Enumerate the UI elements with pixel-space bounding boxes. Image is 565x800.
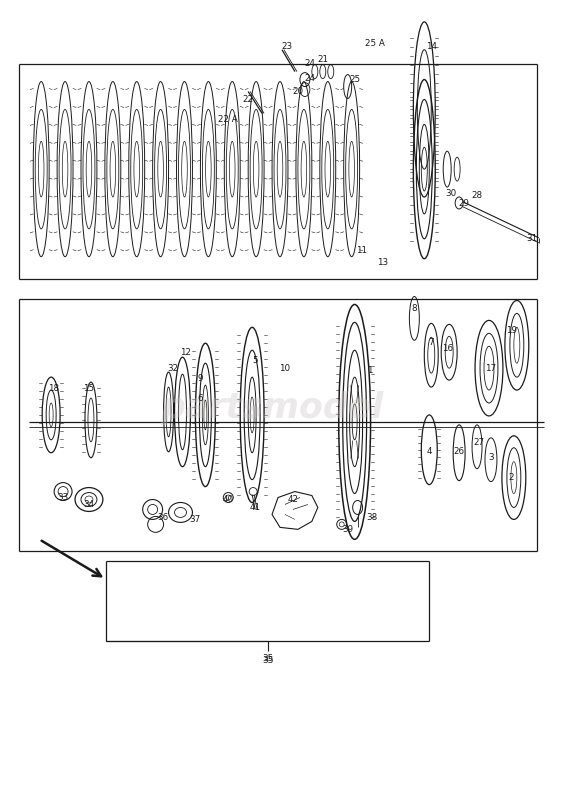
Text: 12: 12 [180, 348, 191, 357]
Text: 23: 23 [281, 42, 293, 51]
Text: 19: 19 [506, 326, 518, 335]
Text: partsmodel: partsmodel [160, 391, 384, 425]
Text: 24: 24 [305, 74, 315, 83]
Text: 13: 13 [377, 258, 388, 267]
Text: 11: 11 [356, 246, 367, 255]
Text: 34: 34 [84, 500, 94, 509]
Text: 22: 22 [243, 95, 254, 104]
Text: 17: 17 [485, 364, 497, 373]
Text: 14: 14 [426, 42, 437, 51]
Text: 31: 31 [526, 234, 537, 243]
Text: 39: 39 [342, 525, 353, 534]
Text: 24: 24 [305, 59, 315, 68]
Text: 29: 29 [459, 199, 470, 209]
Text: 37: 37 [190, 515, 201, 524]
Text: 20: 20 [292, 87, 303, 96]
Text: 26: 26 [454, 447, 464, 456]
Text: 21: 21 [318, 55, 328, 64]
Text: 8: 8 [411, 304, 417, 313]
Text: 16: 16 [442, 344, 453, 353]
Text: 22 A: 22 A [219, 115, 238, 124]
Text: 4: 4 [427, 447, 432, 456]
Text: 27: 27 [473, 438, 485, 447]
Text: 36: 36 [157, 513, 168, 522]
Text: 18: 18 [47, 383, 59, 393]
Ellipse shape [455, 197, 463, 209]
Text: 30: 30 [446, 189, 457, 198]
Text: 35: 35 [263, 654, 273, 663]
Text: 42: 42 [288, 495, 298, 504]
Text: 40: 40 [223, 495, 234, 504]
Text: 10: 10 [280, 364, 290, 373]
Text: 1: 1 [367, 366, 372, 374]
Text: 25 A: 25 A [364, 39, 385, 48]
Text: 5: 5 [253, 356, 258, 365]
Text: 7: 7 [428, 338, 434, 346]
Text: 25: 25 [349, 75, 360, 84]
Text: 2: 2 [508, 473, 514, 482]
Text: 38: 38 [366, 513, 377, 522]
Text: 15: 15 [84, 383, 94, 393]
Text: 35: 35 [262, 656, 274, 666]
Text: 41: 41 [250, 503, 260, 512]
Text: 9: 9 [198, 374, 203, 382]
Text: 28: 28 [471, 190, 483, 199]
Text: 6: 6 [198, 394, 203, 402]
Text: 3: 3 [488, 454, 494, 462]
Text: 32: 32 [167, 364, 178, 373]
Text: 33: 33 [58, 493, 69, 502]
